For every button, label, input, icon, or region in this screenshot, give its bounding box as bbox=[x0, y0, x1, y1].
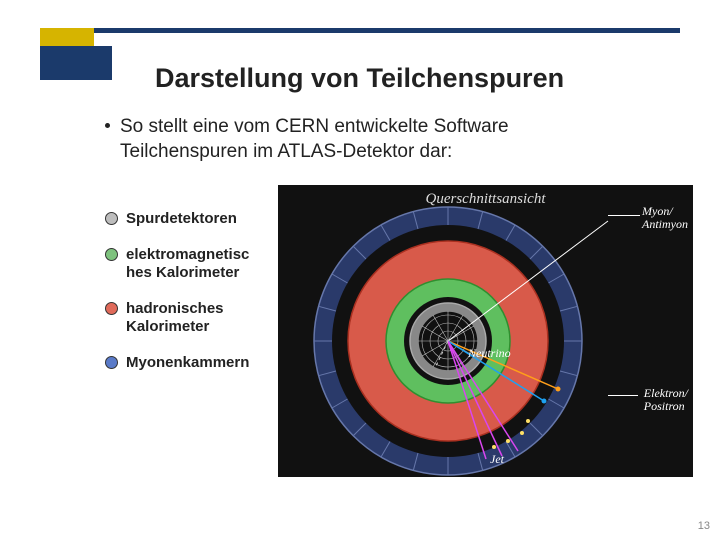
detector-annotation: Jet bbox=[490, 453, 504, 466]
detector-svg bbox=[278, 185, 693, 477]
legend-marker-icon bbox=[105, 356, 118, 369]
detector-annotation: Neutrino bbox=[468, 347, 511, 360]
slide-top-rule bbox=[40, 28, 680, 33]
legend-label: Myonenkammern bbox=[126, 354, 249, 372]
legend-item: Spurdetektoren bbox=[105, 210, 266, 228]
detector-annotation: Elektron/Positron bbox=[644, 387, 688, 413]
legend-item: hadronisches Kalorimeter bbox=[105, 300, 266, 336]
detector-annotation: Myon/Antimyon bbox=[642, 205, 688, 231]
page-number: 13 bbox=[698, 520, 710, 532]
legend: Spurdetektoren elektromagnetisc hes Kalor… bbox=[105, 210, 266, 372]
accent-block-navy bbox=[40, 46, 112, 80]
legend-item: elektromagnetisc hes Kalorimeter bbox=[105, 246, 266, 282]
legend-label: elektromagnetisc hes Kalorimeter bbox=[126, 246, 266, 282]
pointer-line bbox=[608, 215, 640, 216]
legend-label: Spurdetektoren bbox=[126, 210, 237, 228]
pointer-line bbox=[608, 395, 638, 396]
legend-marker-icon bbox=[105, 212, 118, 225]
bullet-row: So stellt eine vom CERN entwickelte Soft… bbox=[105, 115, 625, 164]
legend-marker-icon bbox=[105, 302, 118, 315]
slide-title: Darstellung von Teilchenspuren bbox=[155, 63, 564, 94]
legend-marker-icon bbox=[105, 248, 118, 261]
detector-figure: Querschnittsansicht Myon/AntimyonNeutrin… bbox=[278, 185, 693, 477]
legend-label: hadronisches Kalorimeter bbox=[126, 300, 266, 336]
bullet-block: So stellt eine vom CERN entwickelte Soft… bbox=[105, 115, 625, 164]
bullet-text: So stellt eine vom CERN entwickelte Soft… bbox=[120, 115, 625, 164]
bullet-dot-icon bbox=[105, 123, 110, 128]
legend-item: Myonenkammern bbox=[105, 354, 266, 372]
